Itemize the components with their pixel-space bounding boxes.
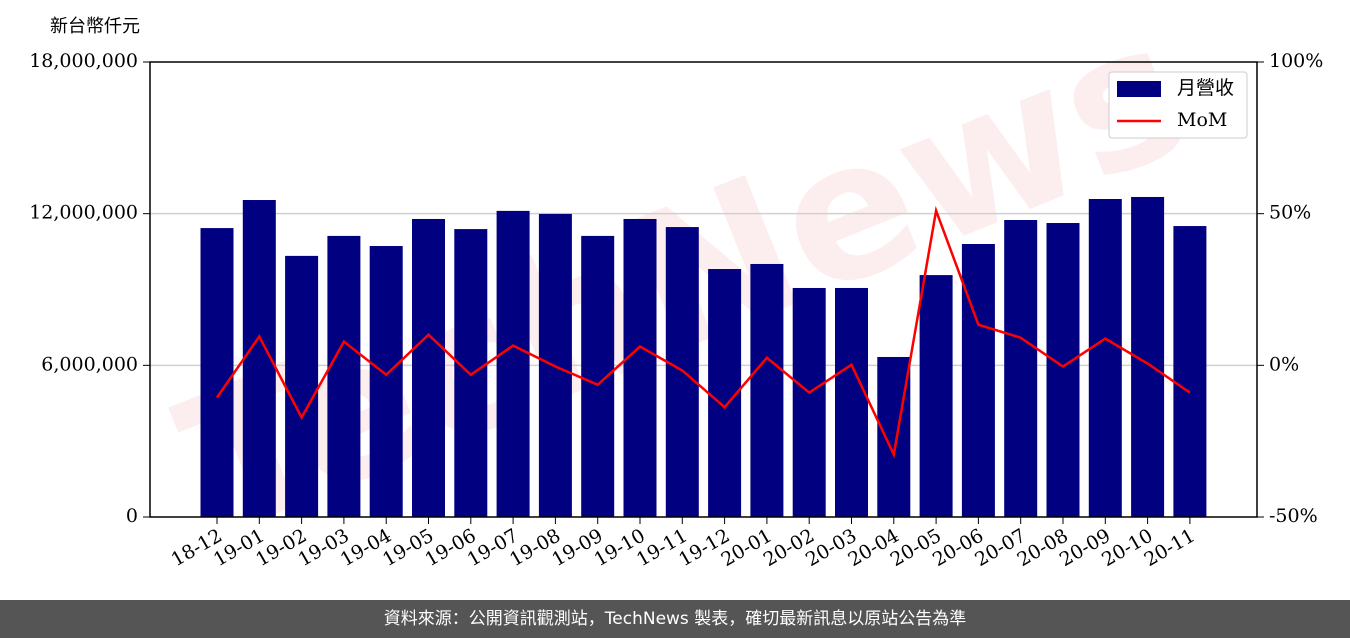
- plot-frame: [149, 61, 1258, 518]
- y2-tick-label: 0%: [1269, 353, 1299, 375]
- bar: [496, 210, 530, 517]
- bar: [369, 246, 403, 517]
- y-tick-label: 12,000,000: [29, 202, 138, 224]
- bar: [1173, 226, 1207, 517]
- bar: [1046, 223, 1080, 517]
- y-tick-label: 6,000,000: [41, 353, 138, 375]
- bar: [285, 255, 319, 517]
- legend-label: 月營收: [1177, 77, 1234, 99]
- bar: [327, 235, 361, 517]
- line: [215, 205, 1191, 459]
- y-axis-title: 新台幣仟元: [50, 16, 140, 37]
- y2-tick-label: 100%: [1269, 50, 1323, 72]
- chart: 新台幣仟元 TechNews06,000,00012,000,00018,000…: [29, 0, 1323, 578]
- footer: 資料來源：公開資訊觀測站，TechNews 製表，確切最新訊息以原站公告為準: [0, 600, 1350, 638]
- bar: [792, 287, 826, 517]
- bar: [919, 275, 953, 517]
- legend-label: MoM: [1177, 109, 1227, 131]
- y-tick-label: 0: [126, 505, 138, 527]
- bar: [1088, 199, 1122, 517]
- bar: [412, 218, 445, 517]
- bar: [200, 228, 234, 517]
- bar: [623, 218, 657, 517]
- legend-swatch: [1117, 81, 1161, 97]
- bar: [961, 244, 995, 517]
- bar: [750, 263, 784, 517]
- y2-tick-label: 50%: [1269, 202, 1311, 224]
- bar: [877, 356, 911, 517]
- bar: [835, 287, 868, 517]
- y-tick-label: 18,000,000: [29, 50, 138, 72]
- bar: [1004, 219, 1038, 517]
- y2-tick-label: -50%: [1269, 505, 1318, 527]
- bar: [581, 235, 615, 517]
